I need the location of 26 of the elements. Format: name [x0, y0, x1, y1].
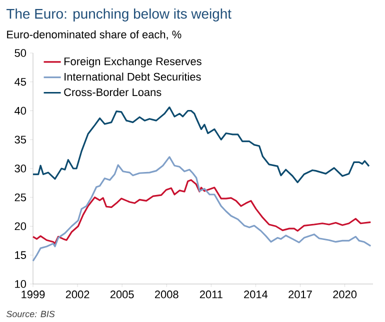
x-tick-label: 2005: [110, 290, 134, 298]
x-tick-label: 2014: [244, 290, 268, 298]
x-tick-label: 1999: [22, 290, 45, 298]
y-tick-label: 50: [14, 49, 26, 57]
legend-label: Foreign Exchange Reserves: [64, 57, 202, 68]
legend-label: Cross-Border Loans: [64, 88, 162, 96]
chart-title: The Euro: punching below its weight: [6, 8, 232, 22]
y-tick-label: 40: [14, 106, 26, 115]
line-series: [32, 179, 372, 244]
x-tick-label: 2020: [333, 290, 357, 298]
chart-subtitle: Euro-denominated share of each, %: [7, 30, 182, 40]
x-tick-label: 2002: [66, 290, 90, 298]
y-tick-label: 20: [14, 222, 26, 230]
y-tick-label: 10: [15, 280, 26, 288]
y-tick-label: 35: [14, 136, 26, 144]
y-tick-label: 25: [14, 194, 26, 202]
y-tick-label: 45: [14, 78, 26, 86]
source-note: Source: BIS: [6, 310, 55, 318]
y-tick-label: 30: [14, 164, 26, 172]
y-tick-label: 15: [15, 251, 26, 259]
x-tick-label: 2008: [154, 290, 178, 298]
x-tick-label: 2017: [288, 290, 312, 298]
line-series: [32, 106, 370, 184]
x-tick-label: 2011: [200, 290, 222, 298]
line-series: [32, 156, 372, 262]
legend-label: International Debt Securities: [64, 72, 201, 81]
